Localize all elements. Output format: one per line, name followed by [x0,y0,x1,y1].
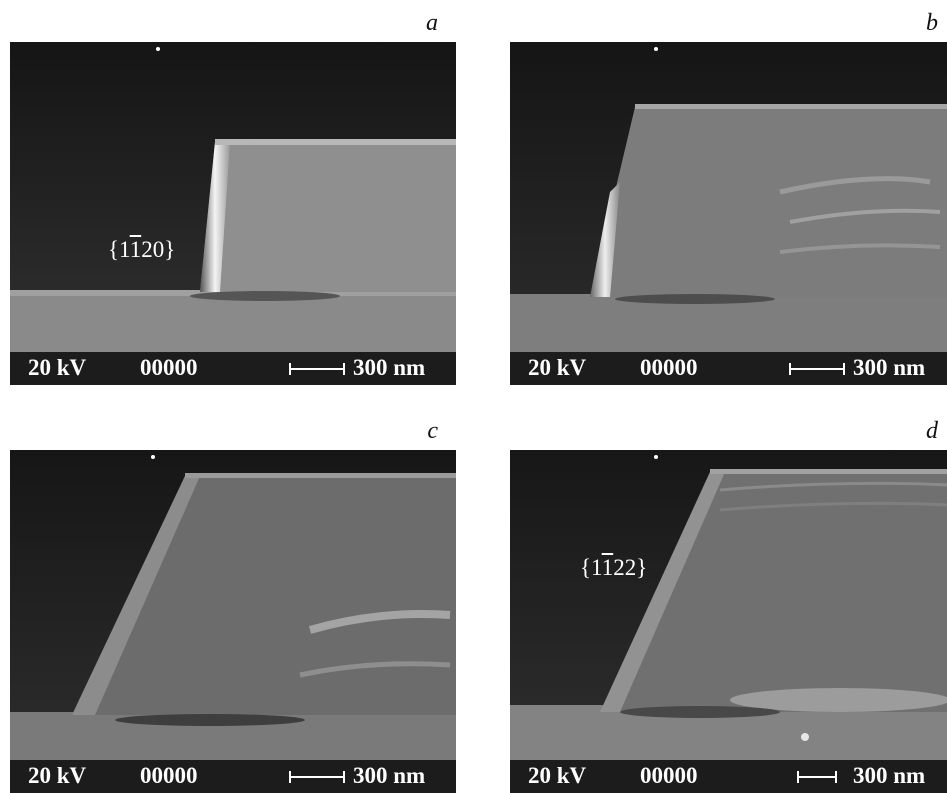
scale-bar-d [797,771,837,783]
code-label-b: 00000 [640,355,698,380]
scale-label-c: 300 nm [353,763,426,788]
code-label-d: 00000 [640,763,698,788]
facet-label-d-post: 22} [613,555,648,580]
panel-letter-b: b [926,10,938,36]
panel-letter-d: d [926,418,938,444]
info-bar-a: 20 kV 00000 300 nm [10,352,456,385]
scale-label-a: 300 nm [353,355,426,380]
code-label-a: 00000 [140,355,198,380]
voltage-label-c: 20 kV [28,763,87,788]
scale-label-b: 300 nm [853,355,926,380]
voltage-label-a: 20 kV [28,355,87,380]
info-bar-d: 20 kV 00000 300 nm [510,760,947,793]
scale-bar-a [289,363,345,375]
info-bar-b: 20 kV 00000 300 nm [510,352,947,385]
scale-bar-c [289,771,345,783]
sem-image-d [510,450,947,760]
voltage-label-b: 20 kV [528,355,587,380]
panel-letter-a: a [426,10,438,36]
scale-bar-b [789,363,845,375]
facet-label-a-post: 20} [141,237,176,262]
facet-label-d-bar: 1 [601,555,614,580]
sem-image-a [10,42,456,352]
panel-letter-c: c [427,418,438,444]
sem-image-b [510,42,947,352]
facet-label-d: {1122} [580,555,647,581]
voltage-label-d: 20 kV [528,763,587,788]
sem-image-c [10,450,456,760]
scale-label-d: 300 nm [853,763,926,788]
facet-label-a-bar: 1 [129,237,142,262]
code-label-c: 00000 [140,763,198,788]
facet-label-d-pre: {1 [580,555,602,580]
facet-label-a: {1120} [108,237,175,263]
info-bar-c: 20 kV 00000 300 nm [10,760,456,793]
facet-label-a-pre: {1 [108,237,130,262]
